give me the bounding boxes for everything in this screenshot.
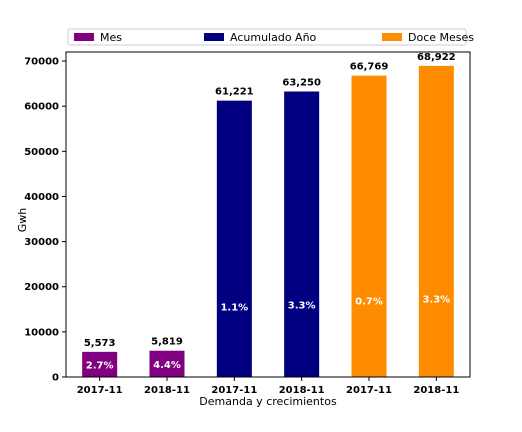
bar-2-1 (418, 65, 454, 378)
growth-label: 1.1% (220, 303, 248, 314)
value-label: 68,922 (417, 52, 456, 63)
legend: Mes Acumulado Año Doce Meses (67, 28, 474, 46)
growth-label: 2.7% (86, 360, 114, 371)
plot-frame (65, 51, 471, 378)
value-label: 5,573 (84, 338, 116, 349)
x-tick-label: 2018-11 (279, 385, 325, 396)
bar-1-1 (284, 91, 320, 378)
y-tick-label: 30000 (24, 237, 59, 248)
growth-label: 3.3% (422, 294, 450, 305)
x-tick-label: 2018-11 (413, 385, 459, 396)
value-label: 61,221 (215, 87, 254, 98)
legend-swatch (382, 33, 402, 41)
y-tick-label: 70000 (24, 57, 59, 68)
bar-0-0 (82, 351, 118, 377)
bar-2-0 (351, 75, 387, 377)
y-tick-label: 60000 (24, 102, 59, 113)
bar-0-1 (149, 350, 185, 377)
legend-box (67, 28, 467, 46)
growth-label: 0.7% (355, 297, 383, 308)
value-label: 66,769 (350, 62, 389, 73)
value-label: 63,250 (282, 77, 321, 88)
bar-1-0 (216, 100, 252, 377)
y-axis-title: Gwh (16, 208, 29, 233)
y-tick-label: 0 (52, 373, 59, 384)
y-tick-label: 20000 (24, 282, 59, 293)
legend-swatch (74, 33, 94, 41)
x-tick-label: 2018-11 (144, 385, 190, 396)
x-tick-label: 2017-11 (77, 385, 123, 396)
x-tick-label: 2017-11 (346, 385, 392, 396)
legend-label: Mes (100, 31, 122, 44)
value-label: 5,819 (151, 337, 183, 348)
legend-label: Doce Meses (408, 31, 474, 44)
growth-label: 4.4% (153, 360, 181, 371)
legend-label: Acumulado Año (230, 31, 317, 44)
legend-swatch (204, 33, 224, 41)
y-tick-label: 10000 (24, 327, 59, 338)
plot-area: 5,573 2.7% 5,819 4.4% 61,221 1.1% 63,250 3.3% 66… (82, 52, 456, 378)
y-tick-label: 40000 (24, 192, 59, 203)
x-axis-title: Demanda y crecimientos (199, 395, 337, 408)
y-tick-label: 50000 (24, 147, 59, 158)
axes: 0 10000 20000 30000 40000 50000 60000 70000 2017… (24, 51, 471, 396)
x-tick-label: 2017-11 (211, 385, 257, 396)
growth-label: 3.3% (288, 300, 316, 311)
